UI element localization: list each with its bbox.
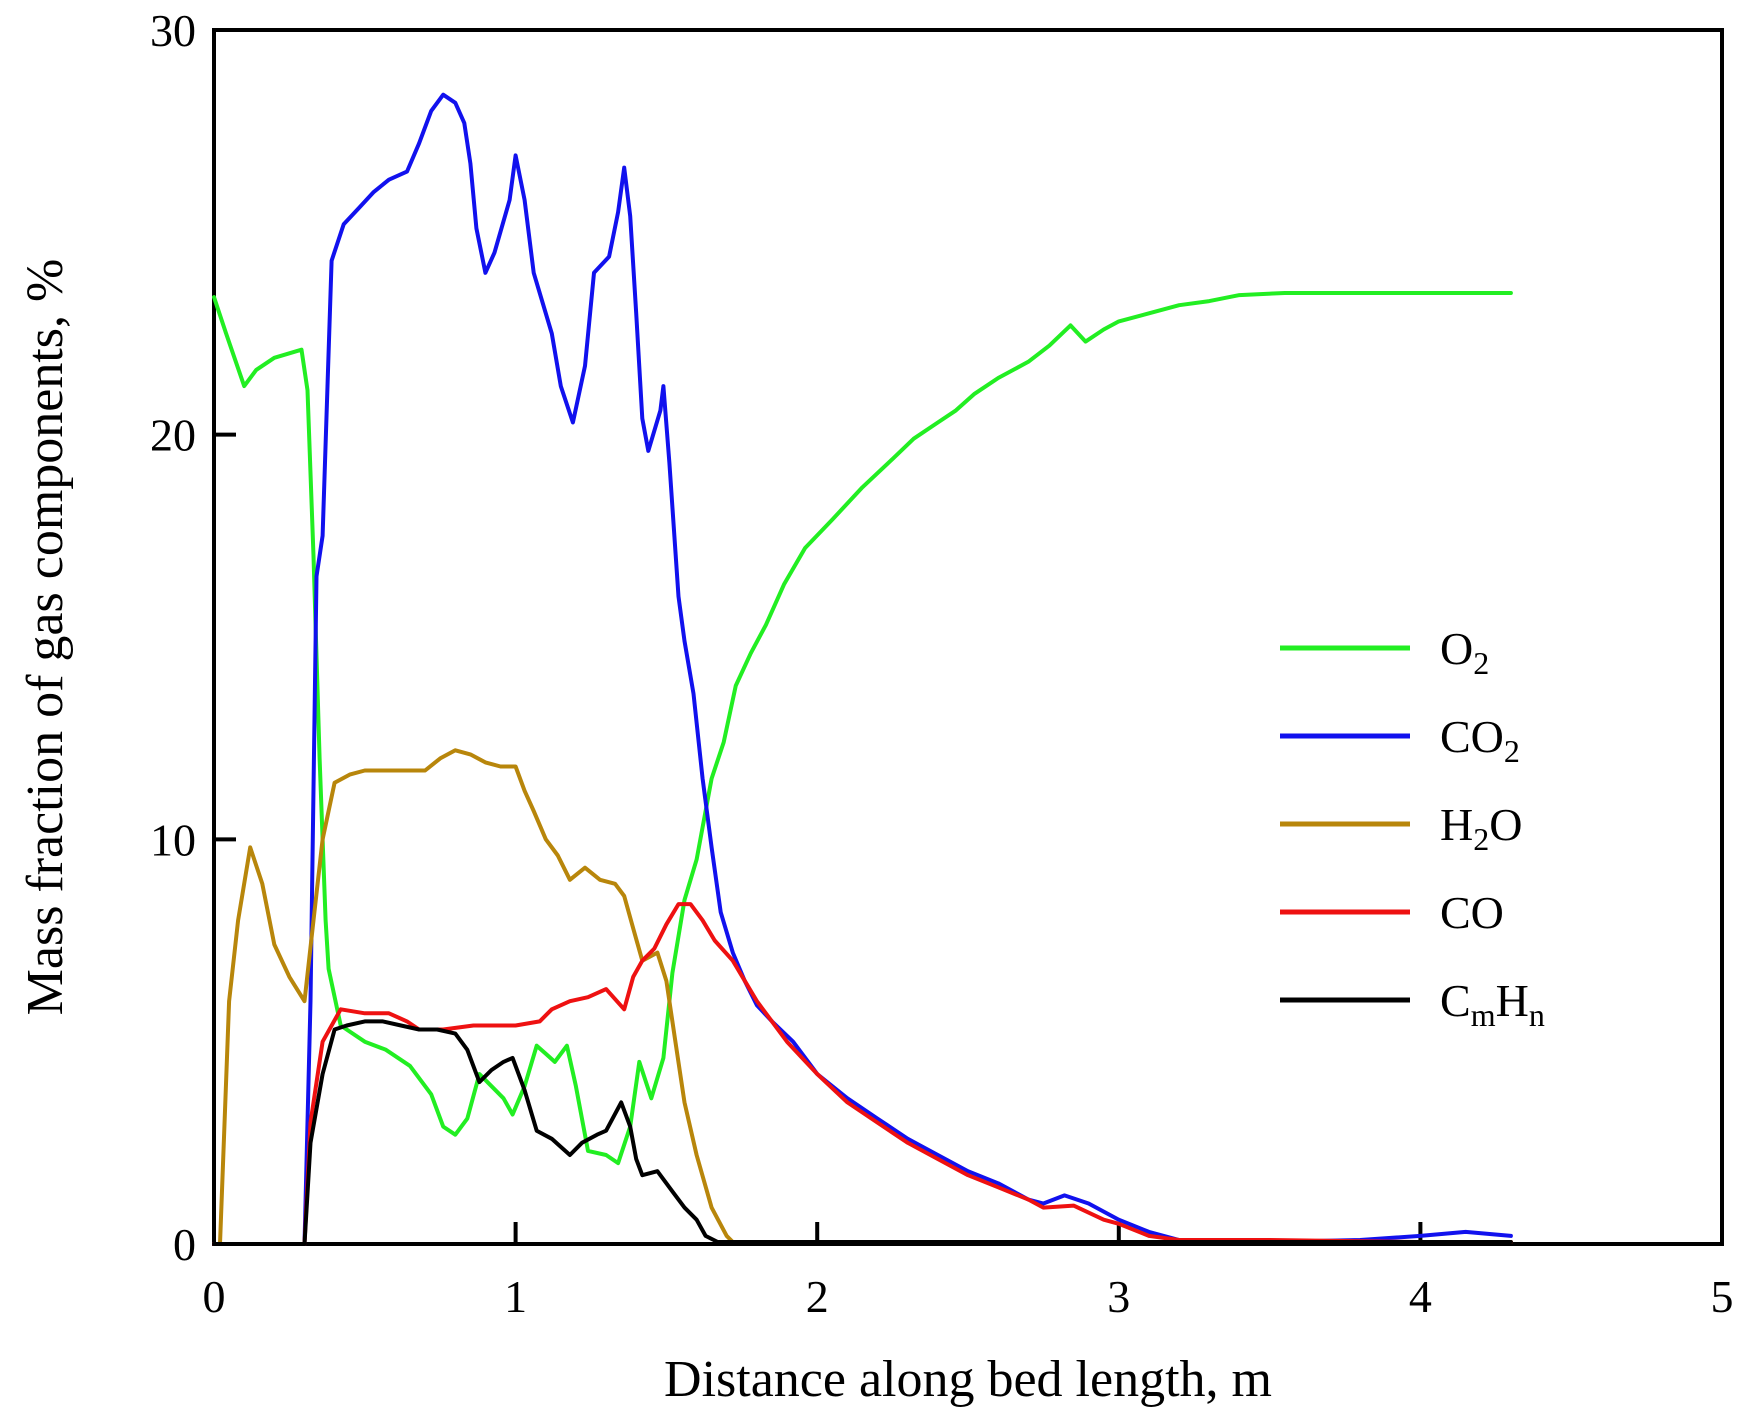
series-line-cmhn: [212, 1019, 1513, 1246]
plot-frame: [212, 28, 1724, 1246]
y-tick-label: 10: [150, 814, 196, 865]
x-tick-label: 0: [203, 1271, 226, 1322]
y-tick-label: 0: [173, 1219, 196, 1270]
legend-item-co: CO: [1280, 887, 1504, 938]
series-line-o2: [212, 291, 1513, 1166]
x-tick-label: 1: [504, 1271, 527, 1322]
x-tick-label: 5: [1711, 1271, 1734, 1322]
series-lines: [212, 92, 1513, 1246]
x-tick-label: 4: [1409, 1271, 1432, 1322]
y-tick-label: 30: [150, 5, 196, 56]
legend-label: CO2: [1440, 711, 1520, 769]
legend: O2 CO2 H2O CO CmHn: [1280, 623, 1545, 1033]
legend-item-o2: O2: [1280, 623, 1489, 681]
y-tick-label: 20: [150, 410, 196, 461]
series-line-co: [212, 902, 1513, 1246]
legend-label: CmHn: [1440, 975, 1545, 1033]
x-axis-label: Distance along bed length, m: [664, 1351, 1272, 1408]
legend-item-co2: CO2: [1280, 711, 1520, 769]
legend-item-h2o: H2O: [1280, 799, 1522, 857]
series-line-co2: [212, 92, 1513, 1246]
legend-item-cmhn: CmHn: [1280, 975, 1545, 1033]
x-tick-label: 2: [806, 1271, 829, 1322]
legend-label: H2O: [1440, 799, 1522, 857]
legend-label: CO: [1440, 887, 1504, 938]
x-tick-label: 3: [1107, 1271, 1130, 1322]
y-axis-label: Mass fraction of gas components, %: [17, 259, 74, 1016]
series-line-h2o: [212, 748, 1513, 1246]
axis-ticks: 0 1 2 3 4 5 0 10 20 30: [150, 5, 1734, 1322]
legend-label: O2: [1440, 623, 1489, 681]
